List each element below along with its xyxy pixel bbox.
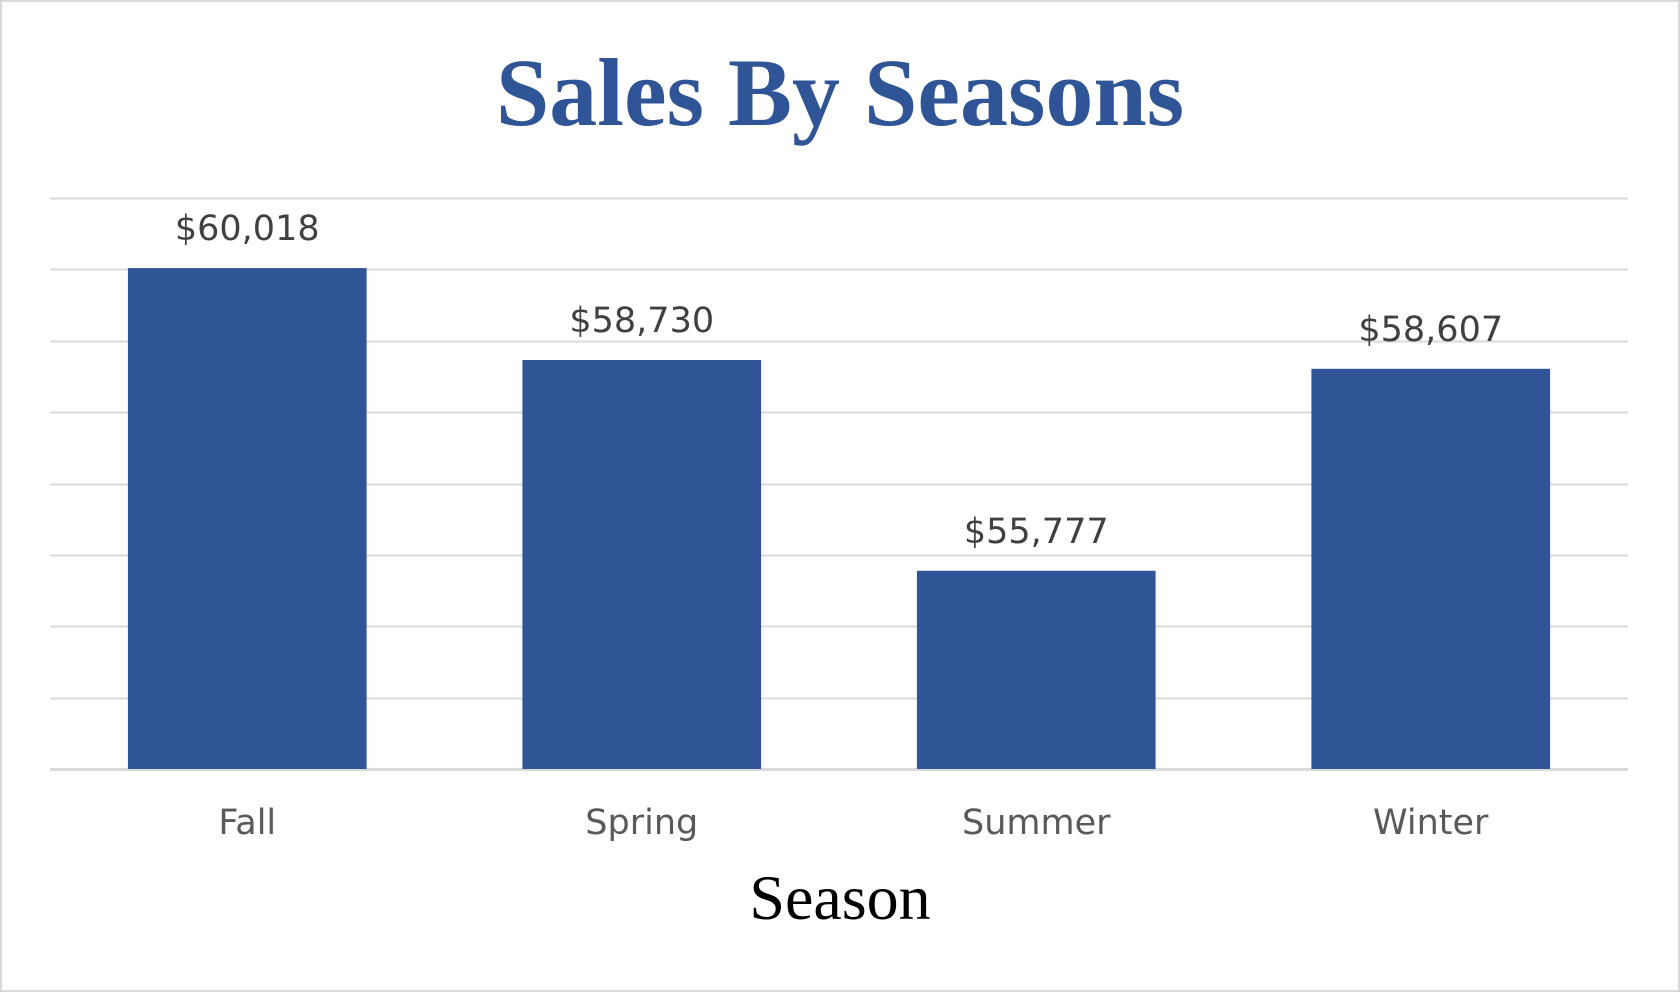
data-label-summer: $55,777: [964, 512, 1109, 552]
data-label-fall: $60,018: [175, 209, 320, 249]
bars: [127, 268, 1551, 769]
data-labels: $60,018 $58,730 $55,777 $58,607: [175, 209, 1503, 552]
chart-title: Sales By Seasons: [495, 39, 1185, 146]
bar-winter: [1311, 368, 1551, 769]
x-tick-fall: Fall: [218, 803, 276, 843]
x-tick-summer: Summer: [962, 803, 1111, 843]
bar-fall: [127, 268, 367, 769]
x-tick-winter: Winter: [1373, 803, 1489, 843]
data-label-winter: $58,607: [1358, 310, 1503, 350]
bar-spring: [522, 360, 762, 769]
x-axis-title: Season: [749, 862, 931, 933]
x-tick-spring: Spring: [585, 803, 698, 843]
data-label-spring: $58,730: [569, 301, 714, 341]
x-tick-labels: Fall Spring Summer Winter: [218, 803, 1489, 843]
bar-summer: [916, 570, 1156, 769]
